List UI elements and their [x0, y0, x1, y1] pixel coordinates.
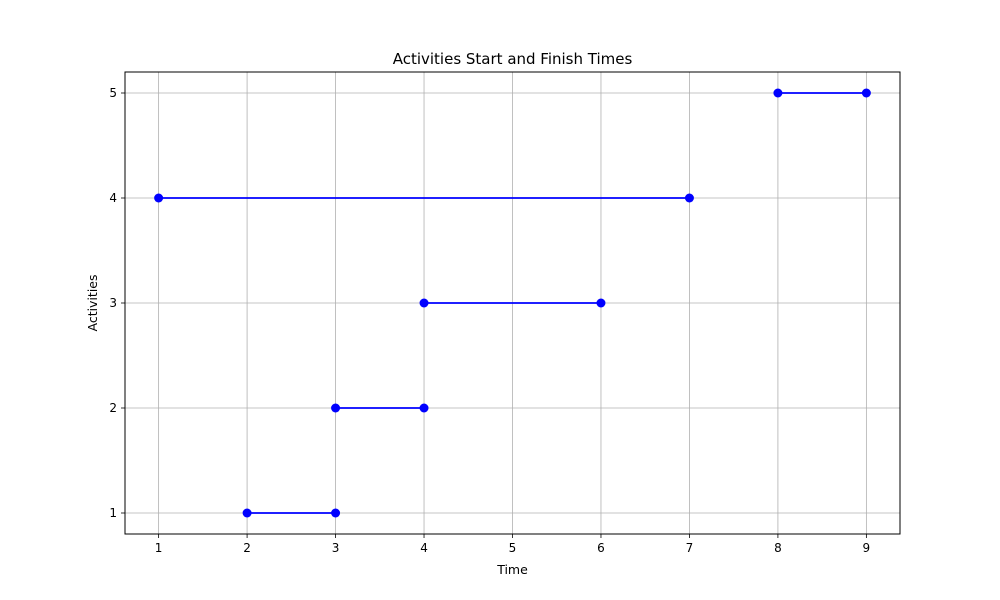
start-point: [773, 88, 783, 98]
chart-title: Activities Start and Finish Times: [393, 50, 633, 68]
y-tick-label: 3: [109, 296, 117, 310]
start-point: [154, 193, 164, 203]
y-tick-label: 4: [109, 191, 117, 205]
start-point: [331, 403, 341, 413]
x-tick-label: 2: [243, 541, 251, 555]
y-tick-label: 2: [109, 401, 117, 415]
points: [154, 88, 871, 518]
finish-point: [861, 88, 871, 98]
x-tick-label: 1: [155, 541, 163, 555]
x-tick-label: 4: [420, 541, 428, 555]
finish-point: [419, 403, 429, 413]
y-tick-label: 5: [109, 86, 117, 100]
y-axis-title: Activities: [85, 274, 100, 331]
finish-point: [596, 298, 606, 308]
x-tick-label: 6: [597, 541, 605, 555]
x-tick-label: 8: [774, 541, 782, 555]
x-tick-label: 3: [332, 541, 340, 555]
start-point: [242, 508, 252, 518]
segments: [158, 92, 867, 514]
finish-point: [331, 508, 341, 518]
x-tick-label: 5: [509, 541, 517, 555]
y-axis: 1 2 3 4 5: [109, 86, 125, 520]
x-tick-label: 9: [863, 541, 871, 555]
x-axis: 1 2 3 4 5 6 7 8 9: [155, 534, 870, 555]
y-tick-label: 1: [109, 506, 117, 520]
x-axis-title: Time: [496, 562, 528, 577]
start-point: [419, 298, 429, 308]
x-tick-label: 7: [686, 541, 694, 555]
finish-point: [684, 193, 694, 203]
